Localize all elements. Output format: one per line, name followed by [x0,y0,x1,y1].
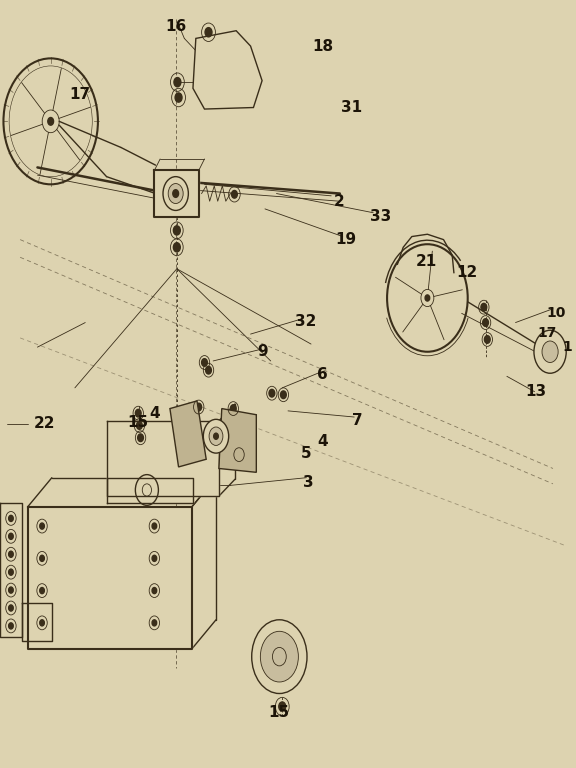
Text: 2: 2 [334,194,344,209]
Circle shape [9,605,13,611]
Polygon shape [170,401,206,467]
Circle shape [269,389,275,397]
Text: 7: 7 [352,413,362,429]
Circle shape [252,620,307,694]
Circle shape [196,403,202,411]
Text: 33: 33 [370,209,391,224]
Text: 6: 6 [317,367,328,382]
Circle shape [236,451,242,458]
Circle shape [152,555,157,561]
Text: 17: 17 [69,87,90,102]
Text: 9: 9 [257,344,267,359]
Circle shape [138,434,143,442]
Circle shape [152,588,157,594]
Circle shape [9,551,13,558]
Circle shape [152,620,157,626]
Circle shape [163,177,188,210]
Polygon shape [0,503,22,637]
Text: 1: 1 [563,340,572,354]
Circle shape [173,190,179,197]
Circle shape [168,184,183,204]
Text: 3: 3 [303,475,313,490]
Circle shape [152,523,157,529]
Polygon shape [219,409,256,472]
Text: 16: 16 [165,19,186,35]
Circle shape [260,631,298,682]
Circle shape [281,391,286,399]
Text: 10: 10 [546,306,566,320]
Circle shape [40,555,44,561]
Circle shape [173,243,180,252]
Text: 13: 13 [525,384,546,399]
Circle shape [40,588,44,594]
Circle shape [9,569,13,575]
Text: 15: 15 [128,415,149,430]
Text: 31: 31 [341,100,362,115]
Text: 12: 12 [456,265,477,280]
Polygon shape [193,31,262,109]
Circle shape [425,295,430,301]
Circle shape [209,427,223,445]
Circle shape [202,359,207,366]
Circle shape [203,419,229,453]
Circle shape [9,533,13,539]
Circle shape [135,409,141,417]
Polygon shape [107,421,219,496]
Text: 17: 17 [537,326,557,340]
Circle shape [534,330,566,373]
Circle shape [48,118,54,125]
Polygon shape [107,478,193,503]
Text: 4: 4 [149,406,160,421]
Polygon shape [28,507,192,649]
Circle shape [206,366,211,374]
Circle shape [230,405,236,412]
Text: 15: 15 [269,705,290,720]
Text: 18: 18 [312,38,333,54]
Circle shape [175,93,182,102]
Text: 4: 4 [317,434,328,449]
Text: 22: 22 [34,416,56,432]
Text: 5: 5 [301,445,312,461]
Circle shape [214,433,218,439]
Circle shape [279,702,286,711]
Circle shape [173,226,180,235]
Circle shape [137,422,142,429]
Circle shape [542,341,558,362]
Circle shape [232,190,237,198]
Circle shape [481,303,487,311]
Circle shape [9,623,13,629]
Text: 32: 32 [294,313,316,329]
Circle shape [40,523,44,529]
Circle shape [174,78,181,87]
Circle shape [9,587,13,593]
Circle shape [205,28,212,37]
Circle shape [9,515,13,521]
Circle shape [484,336,490,343]
Text: 19: 19 [335,232,356,247]
Circle shape [40,620,44,626]
Text: 21: 21 [416,253,437,269]
Polygon shape [154,170,199,217]
Circle shape [483,319,488,326]
